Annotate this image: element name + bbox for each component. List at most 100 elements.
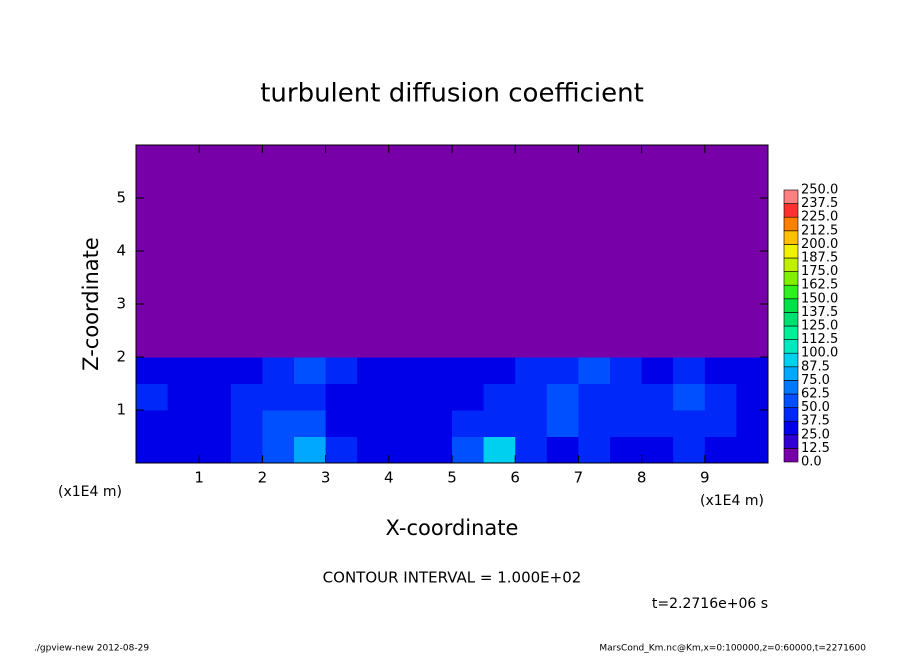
field-cell [704, 198, 737, 225]
field-cell [610, 251, 643, 278]
field-cell [167, 224, 200, 252]
field-cell [199, 330, 232, 358]
colorbar-box [783, 284, 799, 300]
field-cell [136, 383, 169, 411]
field-cell [546, 304, 579, 331]
field-cell [262, 330, 295, 358]
colorbar-box [783, 393, 799, 408]
field-cell [736, 224, 769, 252]
contour-interval: CONTOUR INTERVAL = 1.000E+02 [323, 569, 582, 587]
field-cell [610, 357, 643, 384]
field-cell [420, 383, 453, 411]
colorbar-box [783, 325, 799, 340]
field-cell [610, 410, 643, 437]
y-tick-label: 2 [116, 348, 126, 366]
field-cell [357, 357, 390, 384]
field-cell [136, 304, 169, 331]
field-cell [483, 383, 516, 411]
field-cell [452, 330, 485, 358]
field-cell [452, 198, 485, 225]
field-cell [294, 277, 327, 305]
field-cell [167, 330, 200, 358]
field-cell [546, 410, 579, 437]
colorbar-label: 112.5 [801, 332, 838, 347]
field-cell [325, 277, 358, 305]
field-cell [388, 436, 421, 464]
field-cell [673, 383, 706, 411]
field-cell [357, 277, 390, 305]
field-cell [515, 277, 548, 305]
field-cell [167, 357, 200, 384]
colorbar-box [783, 339, 799, 354]
field-cell [294, 330, 327, 358]
y-tick-label: 5 [116, 189, 126, 207]
field-cell [199, 304, 232, 331]
field-cell [578, 436, 611, 464]
field-cell [736, 277, 769, 305]
field-cell [736, 198, 769, 225]
field-cell [546, 330, 579, 358]
field-cell [704, 410, 737, 437]
colorbar-box [783, 271, 799, 286]
colorbar-label: 12.5 [801, 441, 830, 456]
colorbar-label: 175.0 [801, 264, 838, 279]
field-cell [483, 277, 516, 305]
field-cell [199, 198, 232, 225]
colorbar-box [783, 189, 799, 204]
field-cell [673, 251, 706, 278]
x-tick-label: 7 [574, 469, 584, 487]
colorbar-label: 137.5 [801, 305, 838, 320]
field-cell [230, 357, 263, 384]
colorbar-box [783, 298, 799, 313]
field-cell [483, 224, 516, 252]
field-cell [610, 171, 643, 199]
field-cell [325, 410, 358, 437]
field-cell [230, 436, 263, 464]
colorbar-label: 100.0 [801, 346, 838, 361]
field-cell [325, 224, 358, 252]
colorbar-label: 237.5 [801, 196, 838, 211]
field-cell [515, 383, 548, 411]
field-cell [452, 251, 485, 278]
field-cell [325, 330, 358, 358]
field-cell [230, 304, 263, 331]
field-cell [515, 304, 548, 331]
field-cell [641, 277, 674, 305]
field-cell [578, 304, 611, 331]
field-cell [357, 383, 390, 411]
field-cell [673, 304, 706, 331]
field-cell [325, 357, 358, 384]
field-cell [294, 198, 327, 225]
colorbar-label: 162.5 [801, 278, 838, 293]
x-tick-label: 2 [258, 469, 268, 487]
field-cell [515, 198, 548, 225]
field-cell [515, 436, 548, 464]
field-cell [452, 357, 485, 384]
footer-right: MarsCond_Km.nc@Km,x=0:100000,z=0:60000,t… [599, 644, 866, 654]
field-cell [325, 198, 358, 225]
field-cell [641, 383, 674, 411]
colorbar-label: 25.0 [801, 427, 830, 442]
x-tick-label: 3 [321, 469, 331, 487]
field-cell [578, 357, 611, 384]
field-cell [578, 145, 611, 172]
field-cell [262, 383, 295, 411]
field-cell [167, 145, 200, 172]
field-cell [388, 357, 421, 384]
field-cell [546, 198, 579, 225]
field-cell [357, 251, 390, 278]
chart-title: turbulent diffusion coefficient [260, 79, 644, 109]
field-cell [388, 383, 421, 411]
field-cell [673, 330, 706, 358]
footer-left: ./gpview-new 2012-08-29 [34, 644, 149, 654]
field-cell [230, 330, 263, 358]
field-cell [420, 198, 453, 225]
field-cell [388, 251, 421, 278]
field-cell [483, 436, 516, 464]
colorbar-label: 125.0 [801, 319, 838, 334]
field-cell [483, 330, 516, 358]
field-cell [136, 410, 169, 437]
field-cell [420, 357, 453, 384]
field-cell [357, 304, 390, 331]
